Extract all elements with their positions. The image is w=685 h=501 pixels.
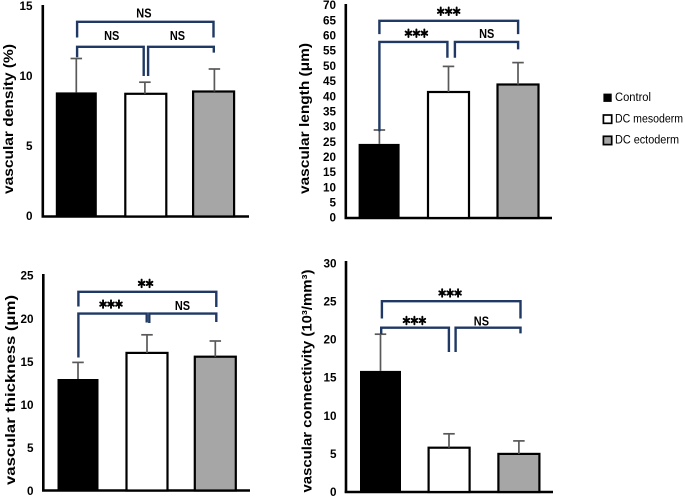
svg-text:55: 55: [323, 45, 337, 58]
svg-text:0: 0: [27, 485, 34, 496]
svg-text:20: 20: [323, 151, 337, 164]
svg-text:DC ectoderm: DC ectoderm: [615, 135, 679, 147]
svg-text:20: 20: [20, 313, 34, 326]
svg-text:vascular density (%): vascular density (%): [1, 44, 16, 194]
svg-text:25: 25: [323, 296, 337, 309]
svg-text:10: 10: [323, 410, 337, 423]
svg-text:NS: NS: [136, 5, 151, 20]
svg-text:15: 15: [20, 356, 34, 369]
svg-text:45: 45: [323, 75, 337, 88]
svg-text:5: 5: [329, 197, 336, 210]
svg-text:50: 50: [323, 60, 337, 73]
svg-text:5: 5: [330, 448, 337, 461]
svg-text:70: 70: [323, 0, 337, 12]
svg-text:0: 0: [329, 212, 336, 225]
svg-text:10: 10: [20, 399, 34, 412]
svg-text:25: 25: [20, 270, 34, 283]
svg-text:65: 65: [323, 14, 337, 27]
svg-text:30: 30: [323, 257, 337, 270]
svg-text:NS: NS: [104, 28, 119, 43]
svg-text:5: 5: [27, 442, 34, 455]
svg-text:40: 40: [323, 90, 337, 103]
svg-text:NS: NS: [175, 298, 190, 313]
svg-text:NS: NS: [170, 28, 185, 43]
svg-text:15: 15: [19, 0, 33, 13]
svg-text:NS: NS: [479, 26, 494, 41]
svg-text:Control: Control: [615, 92, 651, 104]
svg-text:25: 25: [323, 136, 337, 149]
svg-text:60: 60: [323, 30, 337, 43]
svg-text:35: 35: [323, 106, 337, 119]
svg-text:10: 10: [19, 70, 33, 83]
svg-text:0: 0: [330, 486, 337, 496]
svg-text:15: 15: [323, 166, 337, 179]
svg-text:vascular thickness (μm): vascular thickness (μm): [3, 295, 18, 485]
svg-text:10: 10: [323, 181, 337, 194]
svg-text:0: 0: [26, 210, 33, 223]
svg-text:5: 5: [26, 140, 33, 153]
svg-text:15: 15: [323, 372, 337, 385]
svg-text:vascular length (μm): vascular length (μm): [297, 43, 312, 194]
svg-text:DC mesoderm: DC mesoderm: [615, 113, 683, 125]
svg-text:NS: NS: [474, 313, 489, 328]
svg-text:vascular connectivity (10³/mm³: vascular connectivity (10³/mm³): [300, 270, 315, 493]
svg-text:20: 20: [323, 334, 337, 347]
svg-text:30: 30: [323, 121, 337, 134]
